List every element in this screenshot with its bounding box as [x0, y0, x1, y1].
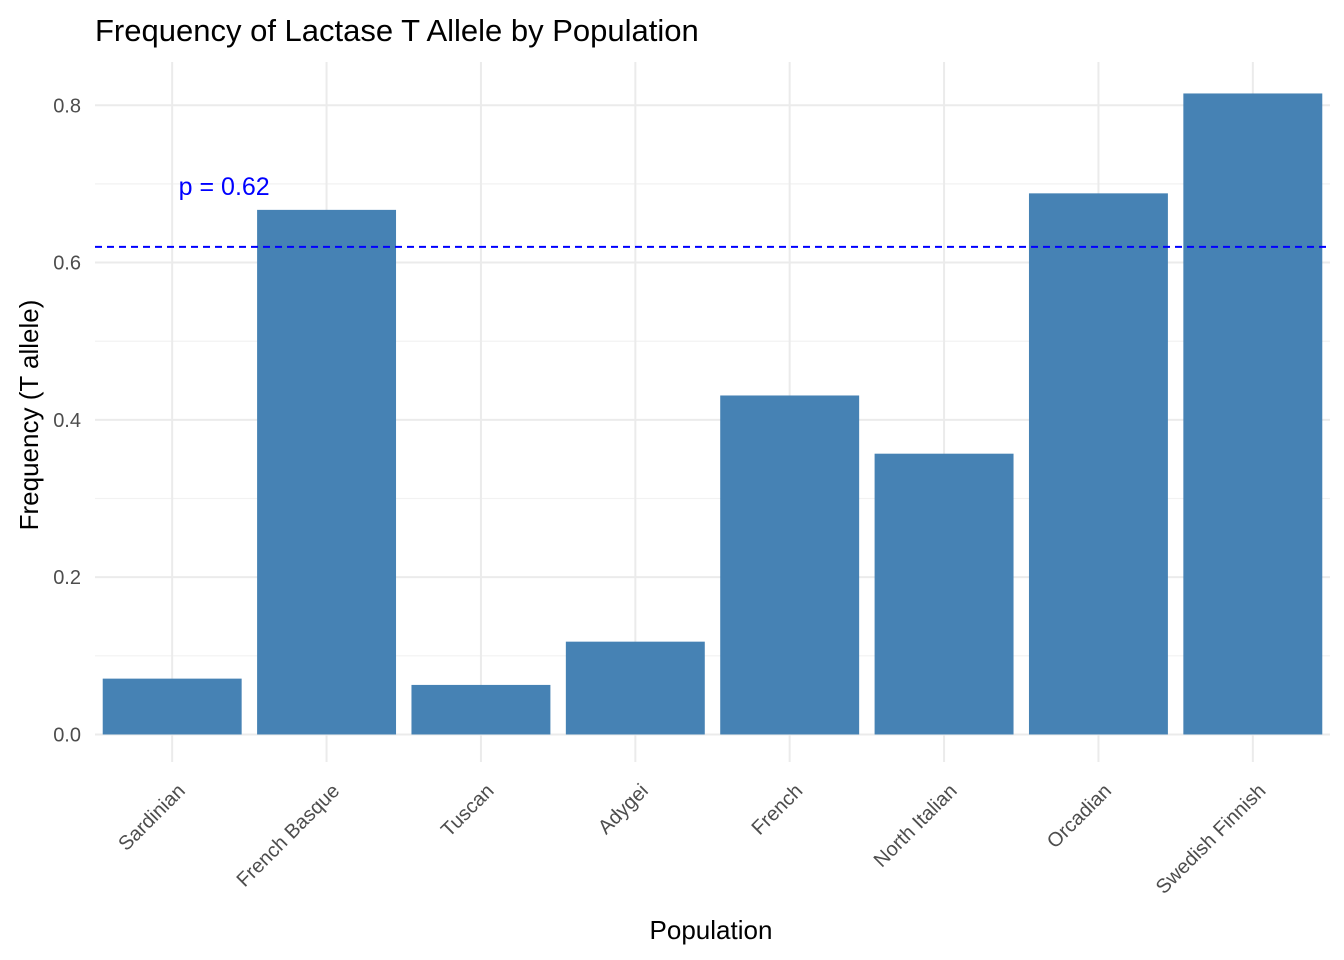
x-tick-label: North Italian [870, 780, 962, 872]
bar [102, 678, 242, 735]
y-tick-label: 0.8 [53, 95, 81, 117]
x-tick-label: Orcadian [1043, 780, 1116, 853]
bar [874, 453, 1014, 735]
x-axis-title: Population [650, 915, 773, 945]
bar [565, 641, 705, 735]
reference-line-label: p = 0.62 [179, 173, 270, 201]
bar [720, 395, 860, 735]
x-tick-label: French [748, 780, 808, 840]
bars [102, 93, 1323, 735]
bar [411, 684, 551, 735]
chart-title: Frequency of Lactase T Allele by Populat… [95, 13, 699, 48]
x-tick-label: Adygei [594, 780, 653, 839]
x-tick-label: Swedish Finnish [1152, 780, 1271, 899]
x-tick-label: Tuscan [437, 780, 498, 841]
y-tick-label: 0.0 [53, 724, 81, 746]
y-tick-label: 0.2 [53, 567, 81, 589]
x-tick-label: French Basque [233, 780, 344, 891]
bar [1028, 193, 1168, 735]
y-tick-label: 0.4 [53, 410, 81, 432]
reference-line-group: p = 0.62 [95, 173, 1330, 248]
x-axis-ticks: Sardinian French Basque Tuscan Adygei French… [114, 780, 1270, 899]
bar [257, 209, 397, 735]
x-tick-label: Sardinian [114, 780, 189, 855]
y-axis-title: Frequency (T allele) [14, 300, 44, 531]
y-tick-label: 0.6 [53, 253, 81, 275]
bar [1183, 93, 1323, 735]
y-axis-ticks: 0.0 0.2 0.4 0.6 0.8 [53, 95, 81, 746]
